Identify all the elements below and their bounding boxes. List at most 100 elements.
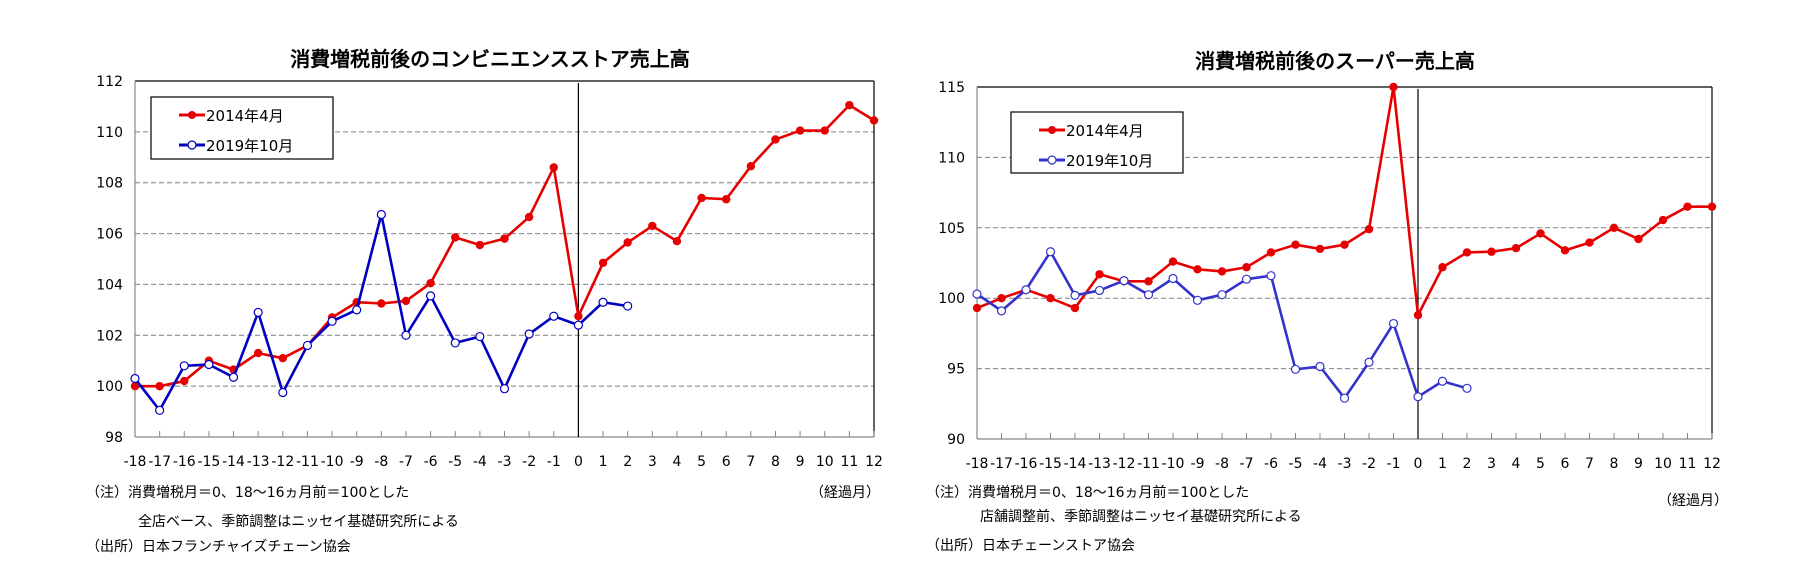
x-tick-label: -13 xyxy=(247,454,270,470)
data-point xyxy=(524,212,534,222)
x-tick-label: -1 xyxy=(547,454,561,470)
data-point xyxy=(426,291,436,301)
note-line-2: 店舗調整前、季節調整はニッセイ基礎研究所による xyxy=(980,508,1302,525)
x-tick-label: 10 xyxy=(816,454,834,470)
source-line: （出所）日本フランチャイズチェーン協会 xyxy=(86,539,351,555)
data-point xyxy=(302,340,313,351)
x-tick-label: -12 xyxy=(271,454,294,470)
data-point xyxy=(1609,223,1619,232)
data-point xyxy=(1217,290,1227,300)
data-point xyxy=(499,384,510,394)
x-tick-label: -10 xyxy=(321,454,344,470)
chart-convenience-store: 消費増税前後のコンビニエンスストア売上高 （注）消費増税月＝0、18～16ヵ月前… xyxy=(86,47,883,555)
x-tick-label: 2 xyxy=(1463,456,1472,472)
data-point xyxy=(377,299,386,308)
x-tick-label: -15 xyxy=(197,454,220,470)
legend-label: 2019年10月 xyxy=(1066,152,1153,170)
data-point xyxy=(155,381,164,391)
x-tick-label: 4 xyxy=(672,454,681,470)
data-point xyxy=(500,234,509,243)
data-point xyxy=(1315,361,1325,372)
y-tick-label: 100 xyxy=(96,379,123,395)
data-point xyxy=(1266,271,1276,281)
legend-label: 2019年10月 xyxy=(206,137,293,155)
data-point xyxy=(1364,225,1374,234)
data-point xyxy=(1511,244,1521,253)
data-point xyxy=(376,209,386,220)
data-point xyxy=(574,312,583,321)
data-point xyxy=(180,376,189,386)
data-point xyxy=(1144,277,1153,286)
x-tick-label: -6 xyxy=(1264,456,1278,472)
x-tick-label: -3 xyxy=(498,454,512,470)
x-tick-label: -13 xyxy=(1088,456,1111,472)
x-tick-label: -5 xyxy=(1289,456,1303,472)
data-point xyxy=(1192,295,1203,305)
x-tick-label: -12 xyxy=(1113,456,1136,472)
x-tick-label: -11 xyxy=(296,454,319,470)
x-tick-label: -9 xyxy=(1191,456,1205,472)
data-point xyxy=(623,301,633,311)
data-point xyxy=(845,100,854,110)
data-point xyxy=(1413,310,1423,320)
y-tick-label: 106 xyxy=(96,227,123,243)
data-point xyxy=(648,221,657,231)
x-tick-label: -17 xyxy=(148,454,171,470)
x-tick-label: 9 xyxy=(1634,456,1643,472)
data-point xyxy=(1536,229,1545,238)
legend-label: 2014年4月 xyxy=(1066,122,1144,140)
x-axis-label: （経過月） xyxy=(1658,493,1728,509)
data-point xyxy=(1462,248,1472,257)
data-point xyxy=(1242,263,1251,272)
data-point xyxy=(1683,202,1692,211)
data-point xyxy=(204,359,214,370)
data-point xyxy=(573,320,584,330)
data-point xyxy=(1340,240,1349,249)
data-point xyxy=(1585,238,1594,247)
data-point xyxy=(996,306,1007,316)
legend-marker xyxy=(1048,126,1056,134)
note-line-1: （注）消費増税月＝0、18～16ヵ月前＝100とした xyxy=(86,484,409,501)
x-tick-label: -9 xyxy=(350,454,364,470)
y-tick-label: 90 xyxy=(947,432,965,448)
x-tick-label: -14 xyxy=(1064,456,1087,472)
x-tick-label: 0 xyxy=(574,454,583,470)
data-point xyxy=(524,329,534,339)
data-point xyxy=(475,331,485,342)
x-tick-label: 9 xyxy=(796,454,805,470)
y-tick-label: 110 xyxy=(96,125,123,141)
chart-supermarket: 消費増税前後のスーパー売上高 （注）消費増税月＝0、18～16ヵ月前＝100とし… xyxy=(926,49,1728,554)
data-point xyxy=(130,373,140,384)
data-point xyxy=(672,237,682,246)
legend-marker xyxy=(1047,155,1057,165)
chart-title: 消費増税前後のスーパー売上高 xyxy=(1195,49,1475,73)
data-point xyxy=(598,258,608,268)
data-point xyxy=(1437,376,1448,386)
legend-marker xyxy=(187,140,197,150)
data-point xyxy=(1168,273,1178,284)
data-point xyxy=(1045,247,1056,257)
data-point xyxy=(1094,285,1105,296)
x-tick-label: 8 xyxy=(771,454,780,470)
x-tick-label: -7 xyxy=(1240,456,1254,472)
x-tick-label: -16 xyxy=(173,454,196,470)
data-point xyxy=(450,338,460,348)
data-point xyxy=(1413,392,1423,402)
x-tick-label: -3 xyxy=(1338,456,1352,472)
data-point xyxy=(327,316,337,326)
data-point xyxy=(795,126,805,135)
data-point xyxy=(426,278,435,288)
legend: 2014年4月 2019年10月 xyxy=(1010,111,1184,174)
x-tick-label: -16 xyxy=(1015,456,1038,472)
data-point xyxy=(972,303,982,313)
source-line: （出所）日本チェーンストア協会 xyxy=(926,538,1135,554)
data-point xyxy=(1388,318,1399,329)
x-tick-label: -8 xyxy=(1215,456,1229,472)
x-tick-label: -18 xyxy=(966,456,989,472)
x-tick-label: 12 xyxy=(865,454,883,470)
data-point xyxy=(1290,364,1301,374)
data-point xyxy=(278,387,288,398)
x-tick-label: 5 xyxy=(1536,456,1545,472)
data-point xyxy=(1707,202,1717,211)
